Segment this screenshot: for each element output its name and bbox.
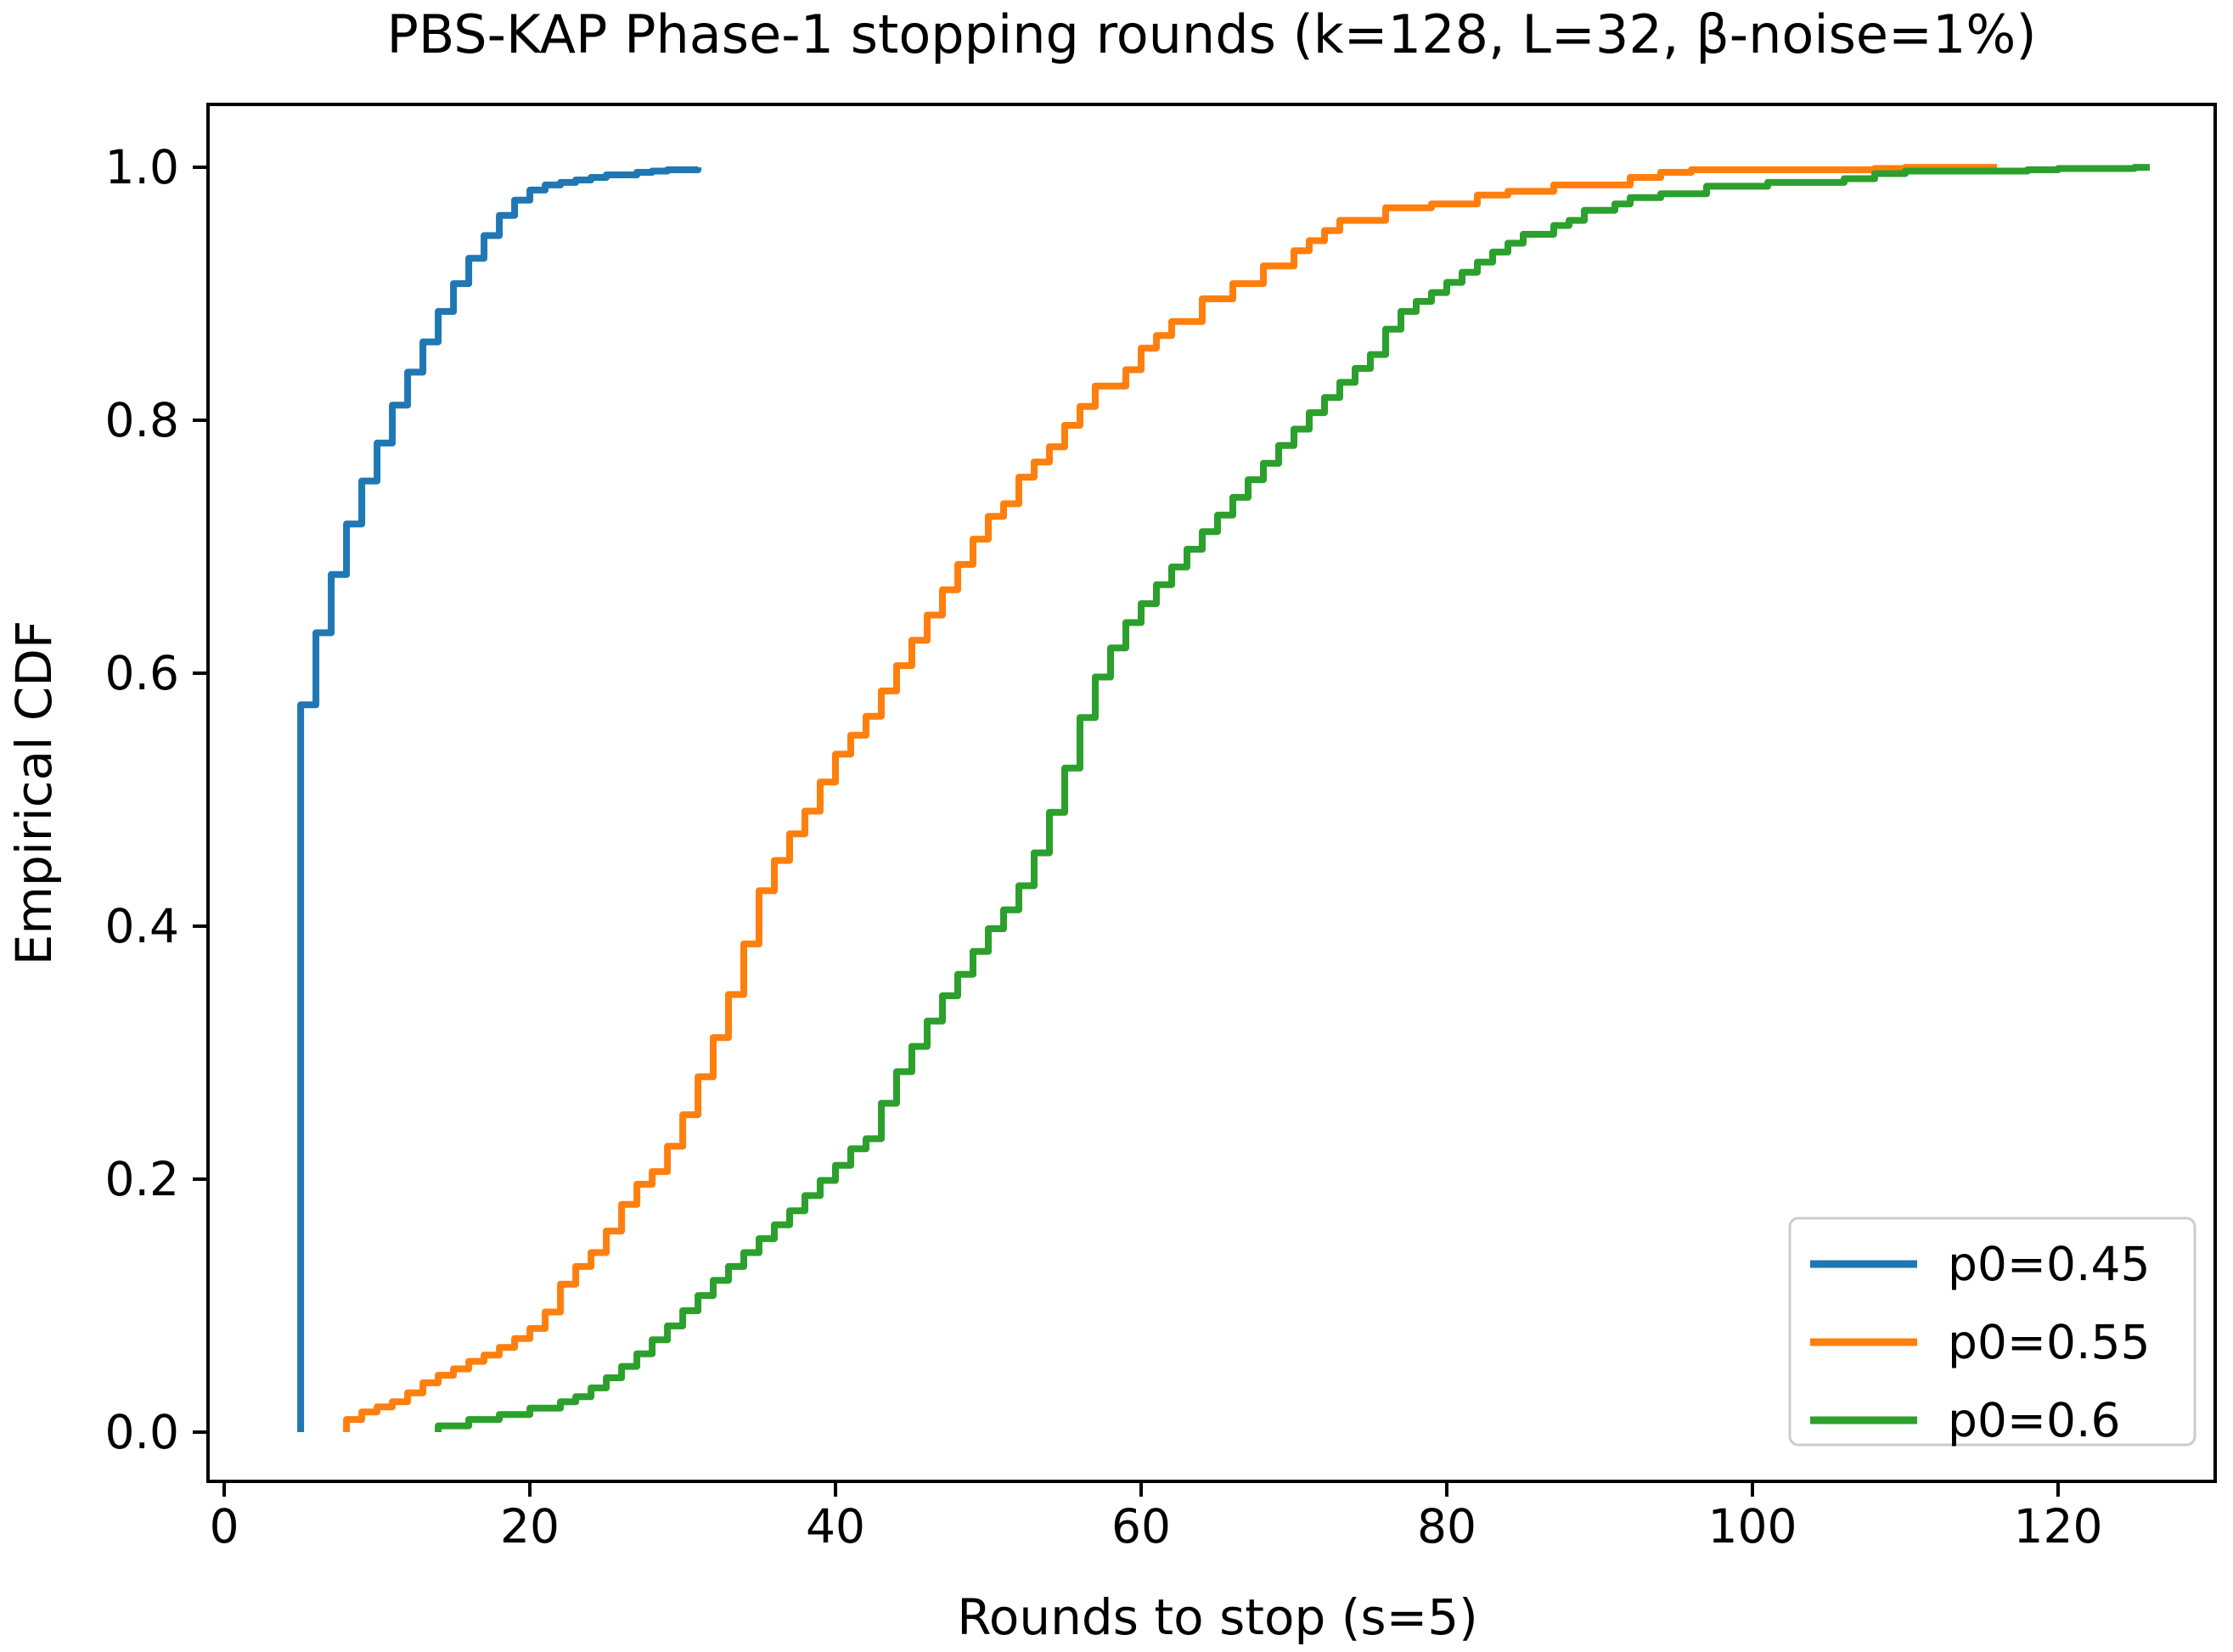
y-tick-label: 0.8 xyxy=(105,393,179,447)
y-tick-label: 1.0 xyxy=(105,140,179,194)
chart-title: PBS-KAP Phase-1 stopping rounds (k=128, … xyxy=(386,3,2036,65)
y-tick-label: 0.2 xyxy=(105,1152,179,1206)
y-tick-label: 0.0 xyxy=(105,1405,179,1459)
legend-box xyxy=(1788,1217,2196,1447)
y-axis-label: Empirical CDF xyxy=(5,621,63,966)
series-line-p0=0.6 xyxy=(435,164,2150,1432)
x-tick-label: 40 xyxy=(806,1499,865,1554)
series-line-p0=0.45 xyxy=(297,166,702,1432)
x-tick-label: 120 xyxy=(2013,1499,2102,1554)
plot-area: 0 20 40 60 80 100 120 0.0 0.2 0.4 0.6 0.8 1.0 p0=0.45… xyxy=(105,103,2217,1554)
legend-label-p0=0.45: p0=0.45 xyxy=(1948,1237,2150,1291)
legend-label-p0=0.6: p0=0.6 xyxy=(1948,1393,2120,1447)
x-tick-label: 100 xyxy=(1707,1499,1797,1554)
y-tick-label: 0.6 xyxy=(105,646,179,700)
x-tick-label: 80 xyxy=(1417,1499,1476,1554)
x-tick-label: 20 xyxy=(500,1499,560,1554)
y-tick-label: 0.4 xyxy=(105,899,179,953)
legend-label-p0=0.55: p0=0.55 xyxy=(1948,1315,2150,1369)
x-tick-label: 60 xyxy=(1111,1499,1171,1554)
x-tick-label: 0 xyxy=(210,1499,239,1554)
axes-spines xyxy=(206,103,2217,1483)
x-axis-label: Rounds to stop (s=5) xyxy=(957,1588,1478,1646)
series-line-p0=0.55 xyxy=(343,164,1997,1432)
